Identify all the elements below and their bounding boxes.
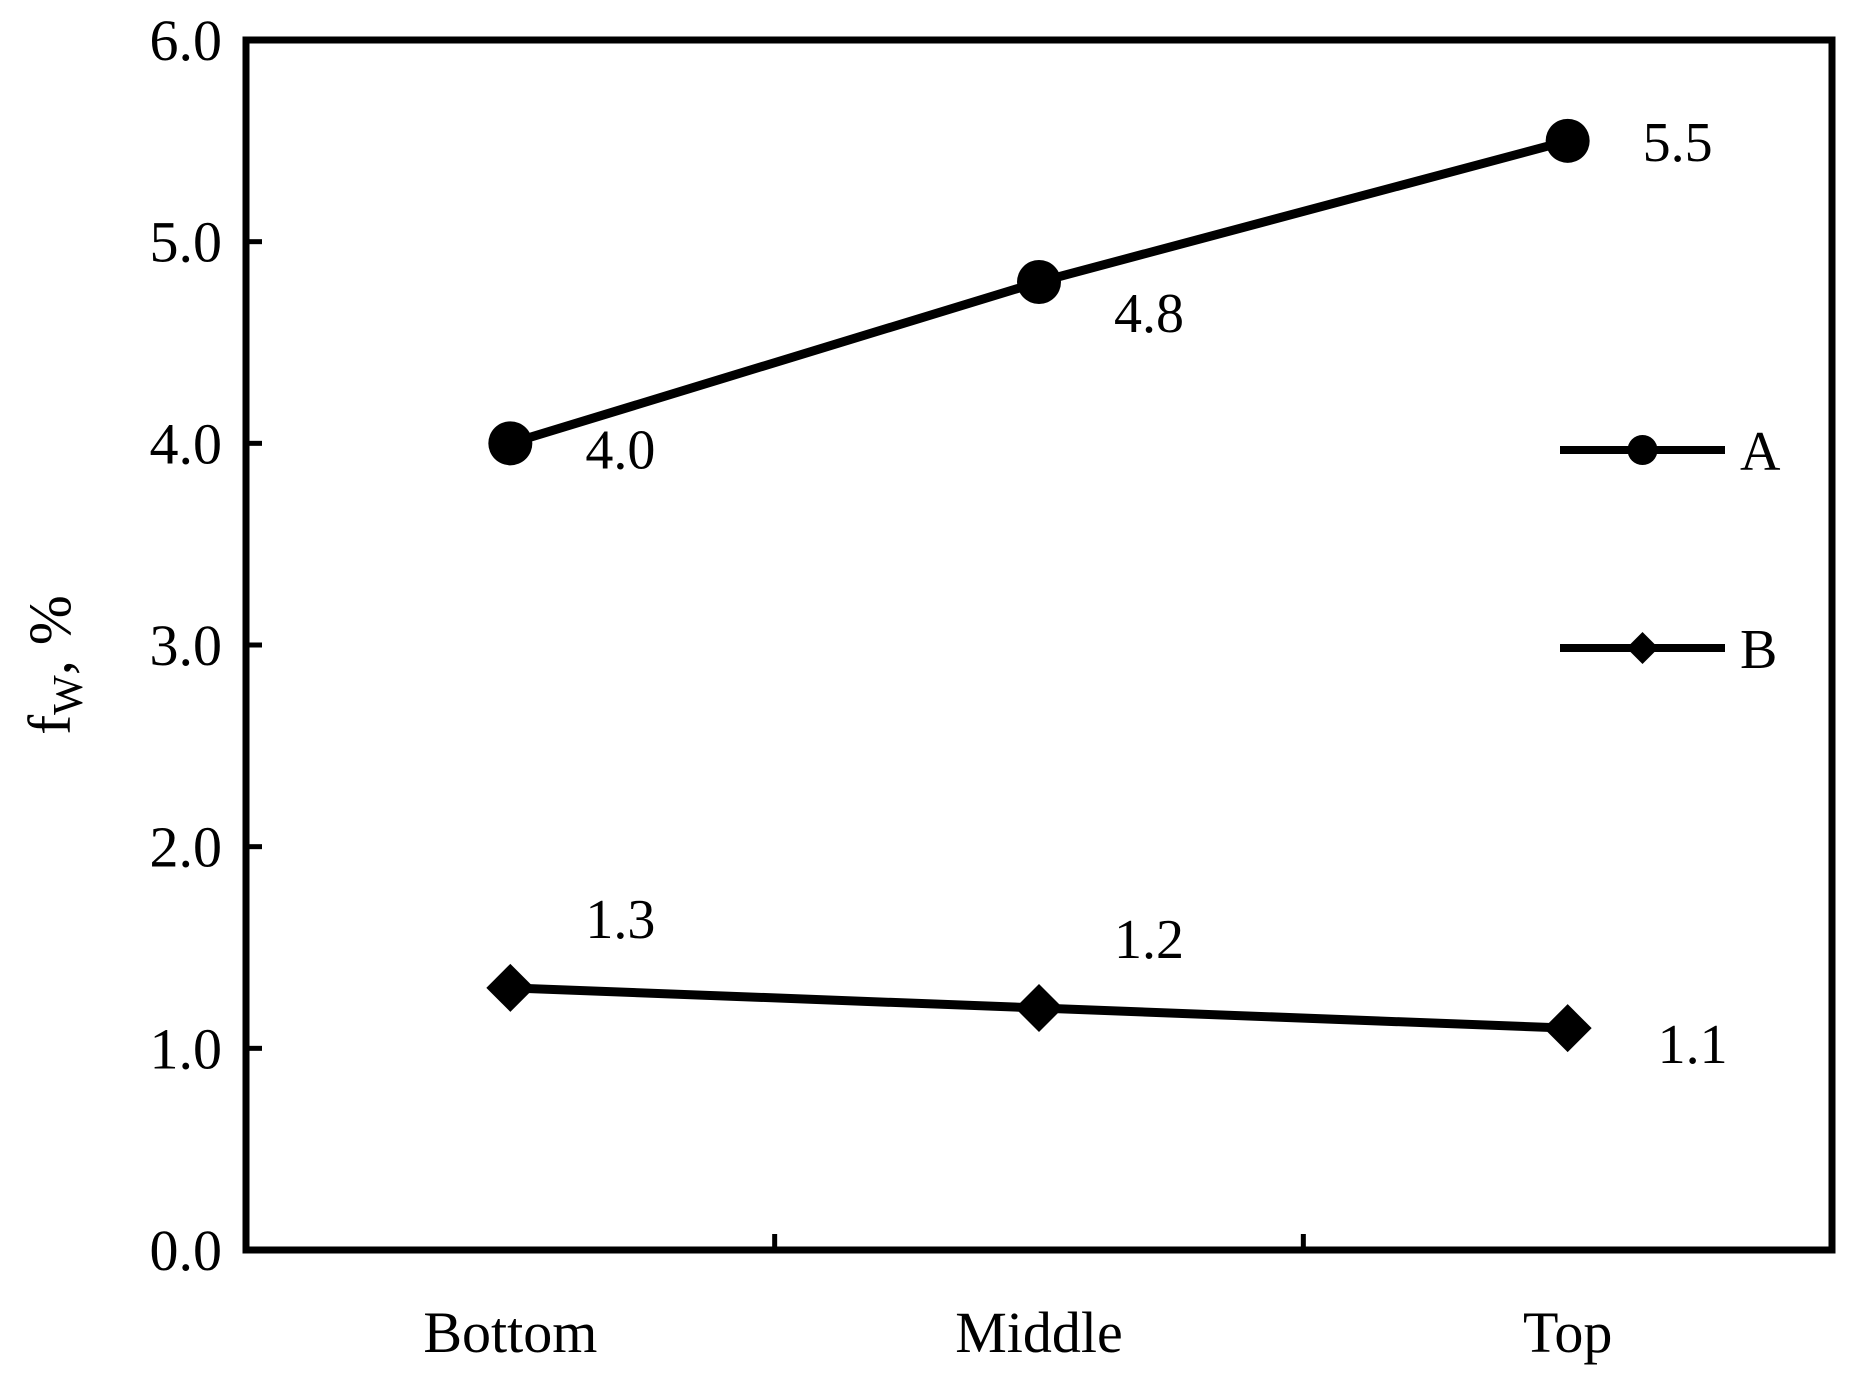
- data-point-A: [1017, 260, 1061, 304]
- x-tick-label: Middle: [955, 1300, 1123, 1365]
- y-tick-label: 5.0: [150, 210, 223, 275]
- y-axis-label-suffix: , %: [17, 595, 83, 675]
- y-axis-label: fW, %: [17, 595, 92, 735]
- legend-label-B: B: [1740, 619, 1777, 681]
- y-axis-label-subscript: W: [46, 675, 92, 715]
- plot-layer: 0.0 1.0 2.0 3.0 4.0 5.0 6.0 Bottom Middle Top 4.0 4…: [150, 8, 1836, 1365]
- y-tick-label: 6.0: [150, 8, 223, 73]
- data-label-B: 1.3: [585, 889, 655, 951]
- data-point-A: [1545, 118, 1590, 163]
- y-tick-label: 2.0: [150, 815, 223, 880]
- y-tick-label: 4.0: [150, 411, 223, 476]
- y-tick-label: 1.0: [150, 1016, 223, 1081]
- data-label-B: 1.1: [1658, 1014, 1728, 1076]
- data-label-B: 1.2: [1114, 909, 1184, 971]
- data-label-A: 4.0: [585, 419, 655, 481]
- legend-marker-B: [1626, 632, 1659, 664]
- data-point-B: [1543, 1004, 1592, 1053]
- x-tick-label: Bottom: [423, 1300, 597, 1365]
- data-point-B: [1015, 984, 1063, 1032]
- x-tick-label: Top: [1523, 1300, 1612, 1365]
- y-tick-label: 0.0: [150, 1218, 223, 1283]
- data-label-A: 5.5: [1643, 112, 1713, 174]
- legend-marker-A: [1627, 435, 1658, 465]
- y-axis-label-main: f: [17, 715, 83, 735]
- legend-label-A: A: [1740, 421, 1781, 483]
- data-label-A: 4.8: [1114, 283, 1184, 345]
- data-point-A: [488, 421, 533, 466]
- data-point-B: [486, 963, 535, 1012]
- y-tick-label: 3.0: [150, 613, 223, 678]
- y-axis-title: fW, %: [17, 595, 92, 735]
